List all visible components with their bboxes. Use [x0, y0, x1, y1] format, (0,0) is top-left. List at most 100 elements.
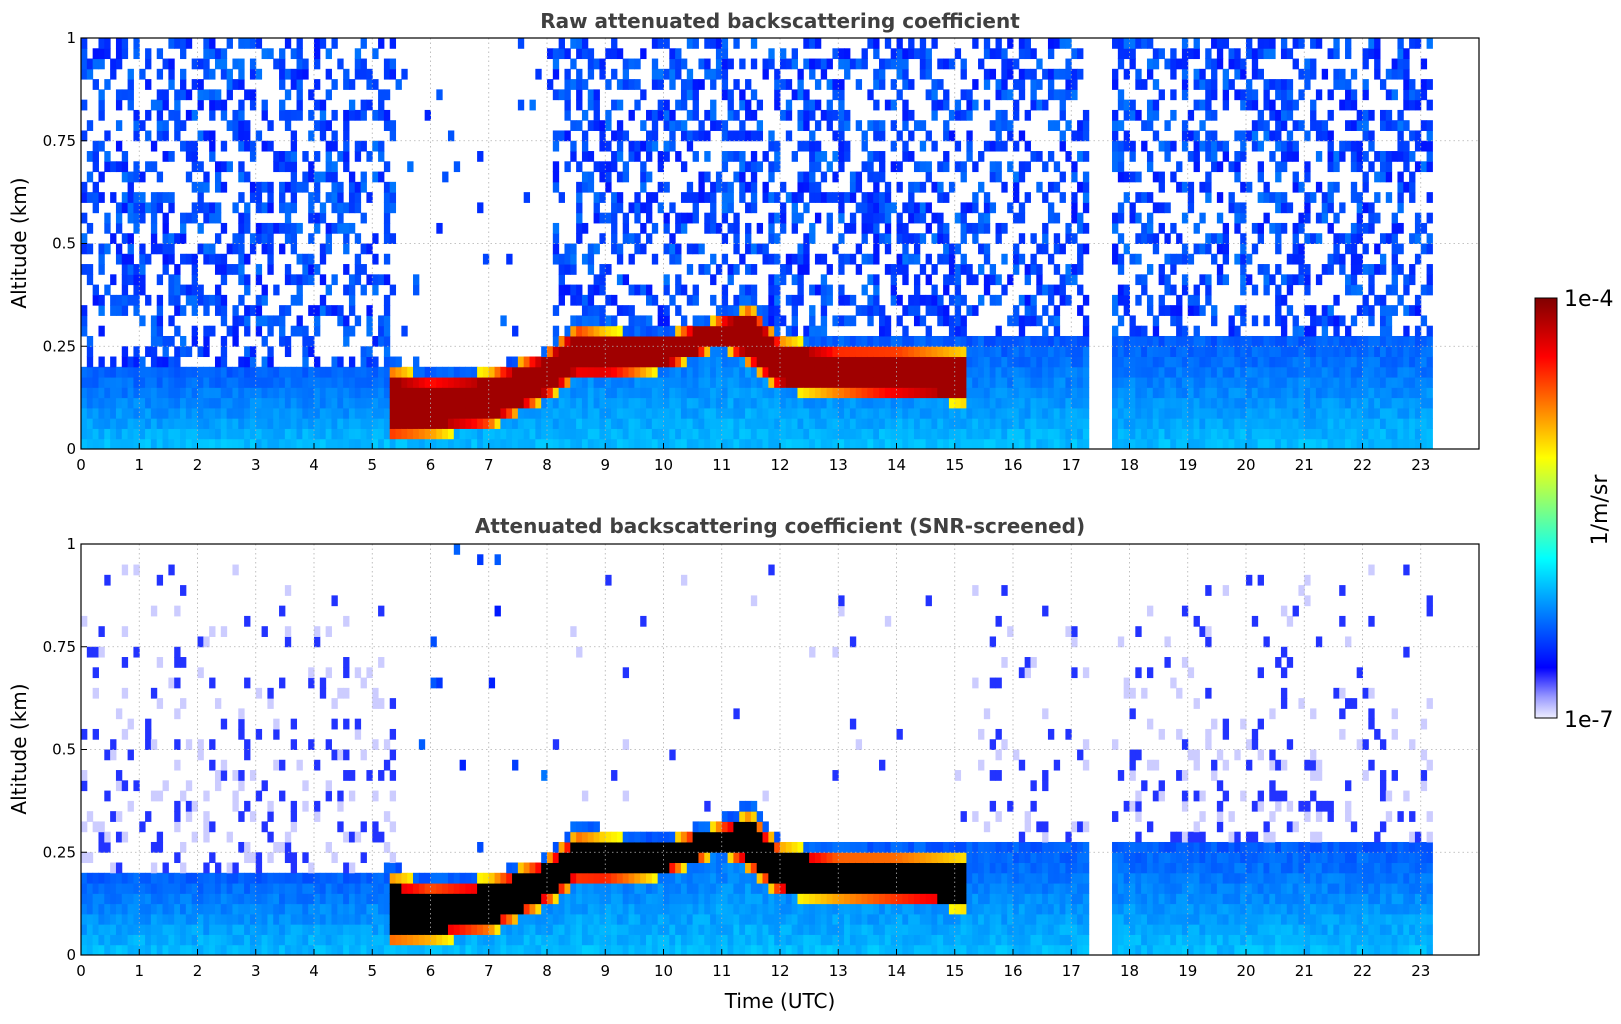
heatmap-cell	[1141, 192, 1148, 203]
heatmap-cell	[855, 264, 863, 275]
heatmap-cell	[1263, 120, 1270, 131]
heatmap-cell	[1036, 274, 1043, 286]
heatmap-cell	[611, 325, 618, 337]
heatmap-cell	[1047, 202, 1055, 214]
heatmap-cell	[785, 253, 793, 265]
heatmap-cell	[1135, 377, 1142, 388]
heatmap-cell	[838, 315, 845, 327]
heatmap-cell	[238, 366, 245, 378]
heatmap-cell	[1234, 346, 1241, 358]
heatmap-cell	[657, 68, 664, 80]
heatmap-cell	[797, 243, 804, 255]
heatmap-cell	[290, 428, 298, 440]
heatmap-cell	[1216, 243, 1224, 255]
heatmap-cell	[319, 109, 327, 121]
heatmap-cell	[1123, 99, 1130, 111]
heatmap-cell	[972, 346, 979, 358]
heatmap-cell	[1240, 140, 1247, 152]
heatmap-cell	[616, 171, 624, 183]
heatmap-cell	[383, 233, 391, 244]
heatmap-cell	[500, 407, 507, 419]
heatmap-cell	[593, 438, 600, 449]
heatmap-cell	[180, 212, 187, 224]
heatmap-cell	[581, 325, 589, 337]
heatmap-cell	[890, 387, 897, 399]
heatmap-cell	[133, 387, 140, 399]
heatmap-cell	[1042, 438, 1049, 449]
heatmap-cell	[81, 181, 88, 193]
heatmap-cell	[873, 79, 880, 90]
heatmap-cell	[360, 407, 367, 419]
heatmap-cell	[1327, 130, 1334, 142]
heatmap-cell	[1310, 366, 1317, 378]
heatmap-cell	[1385, 377, 1393, 388]
heatmap-cell	[133, 294, 140, 306]
heatmap-cell	[692, 346, 699, 358]
heatmap-cell	[1362, 366, 1369, 378]
heatmap-cell	[1356, 428, 1364, 440]
heatmap-cell	[1007, 120, 1014, 131]
heatmap-cell	[1345, 428, 1352, 440]
heatmap-cell	[849, 438, 857, 449]
heatmap-cell	[593, 325, 600, 337]
heatmap-cell	[710, 377, 717, 388]
heatmap-cell	[1013, 335, 1020, 347]
heatmap-cell	[884, 366, 892, 378]
heatmap-cell	[622, 407, 630, 419]
heatmap-cell	[1391, 418, 1398, 429]
heatmap-cell	[727, 418, 734, 429]
heatmap-cell	[954, 335, 962, 347]
heatmap-cell	[704, 377, 711, 388]
heatmap-cell	[174, 294, 181, 306]
heatmap-cell	[954, 418, 962, 429]
heatmap-cell	[319, 407, 327, 419]
heatmap-cell	[395, 397, 402, 409]
heatmap-cell	[1170, 222, 1177, 234]
heatmap-cell	[477, 428, 484, 440]
heatmap-cell	[162, 212, 169, 224]
heatmap-cell	[640, 418, 647, 429]
heatmap-cell	[616, 325, 624, 337]
heatmap-cell	[838, 202, 845, 214]
heatmap-cell	[750, 151, 758, 162]
heatmap-cell	[1164, 151, 1171, 162]
heatmap-cell	[1310, 335, 1317, 347]
heatmap-cell	[657, 366, 664, 378]
heatmap-cell	[1117, 438, 1125, 449]
heatmap-cell	[191, 438, 198, 449]
heatmap-cell	[139, 171, 146, 183]
heatmap-cell	[314, 377, 321, 388]
heatmap-cell	[1007, 377, 1014, 388]
heatmap-cell	[1205, 233, 1212, 244]
heatmap-cell	[1263, 407, 1270, 419]
heatmap-cell	[1077, 397, 1084, 409]
heatmap-cell	[1077, 120, 1084, 131]
heatmap-cell	[1205, 438, 1212, 449]
heatmap-cell	[803, 140, 810, 152]
heatmap-cell	[628, 438, 635, 449]
heatmap-cell	[220, 140, 228, 152]
heatmap-cell	[791, 366, 798, 378]
heatmap-cell	[1036, 428, 1043, 440]
heatmap-cell	[879, 387, 886, 399]
heatmap-cell	[1368, 130, 1375, 142]
heatmap-cell	[1356, 253, 1364, 265]
heatmap-cell	[669, 233, 676, 244]
heatmap-cell	[1263, 130, 1270, 142]
heatmap-cell	[989, 397, 997, 409]
heatmap-cell	[692, 428, 699, 440]
heatmap-cell	[570, 264, 577, 275]
heatmap-cell	[1146, 192, 1154, 203]
heatmap-cell	[1403, 48, 1410, 60]
heatmap-cell	[372, 253, 379, 265]
heatmap-cell	[570, 356, 577, 368]
heatmap-cell	[337, 315, 344, 327]
heatmap-cell	[1047, 397, 1055, 409]
heatmap-cell	[861, 161, 868, 173]
heatmap-cell	[925, 397, 932, 409]
heatmap-cell	[482, 397, 490, 409]
heatmap-cell	[1129, 212, 1136, 224]
heatmap-cell	[1158, 407, 1165, 419]
heatmap-cell	[1065, 68, 1072, 80]
heatmap-cell	[552, 325, 560, 337]
